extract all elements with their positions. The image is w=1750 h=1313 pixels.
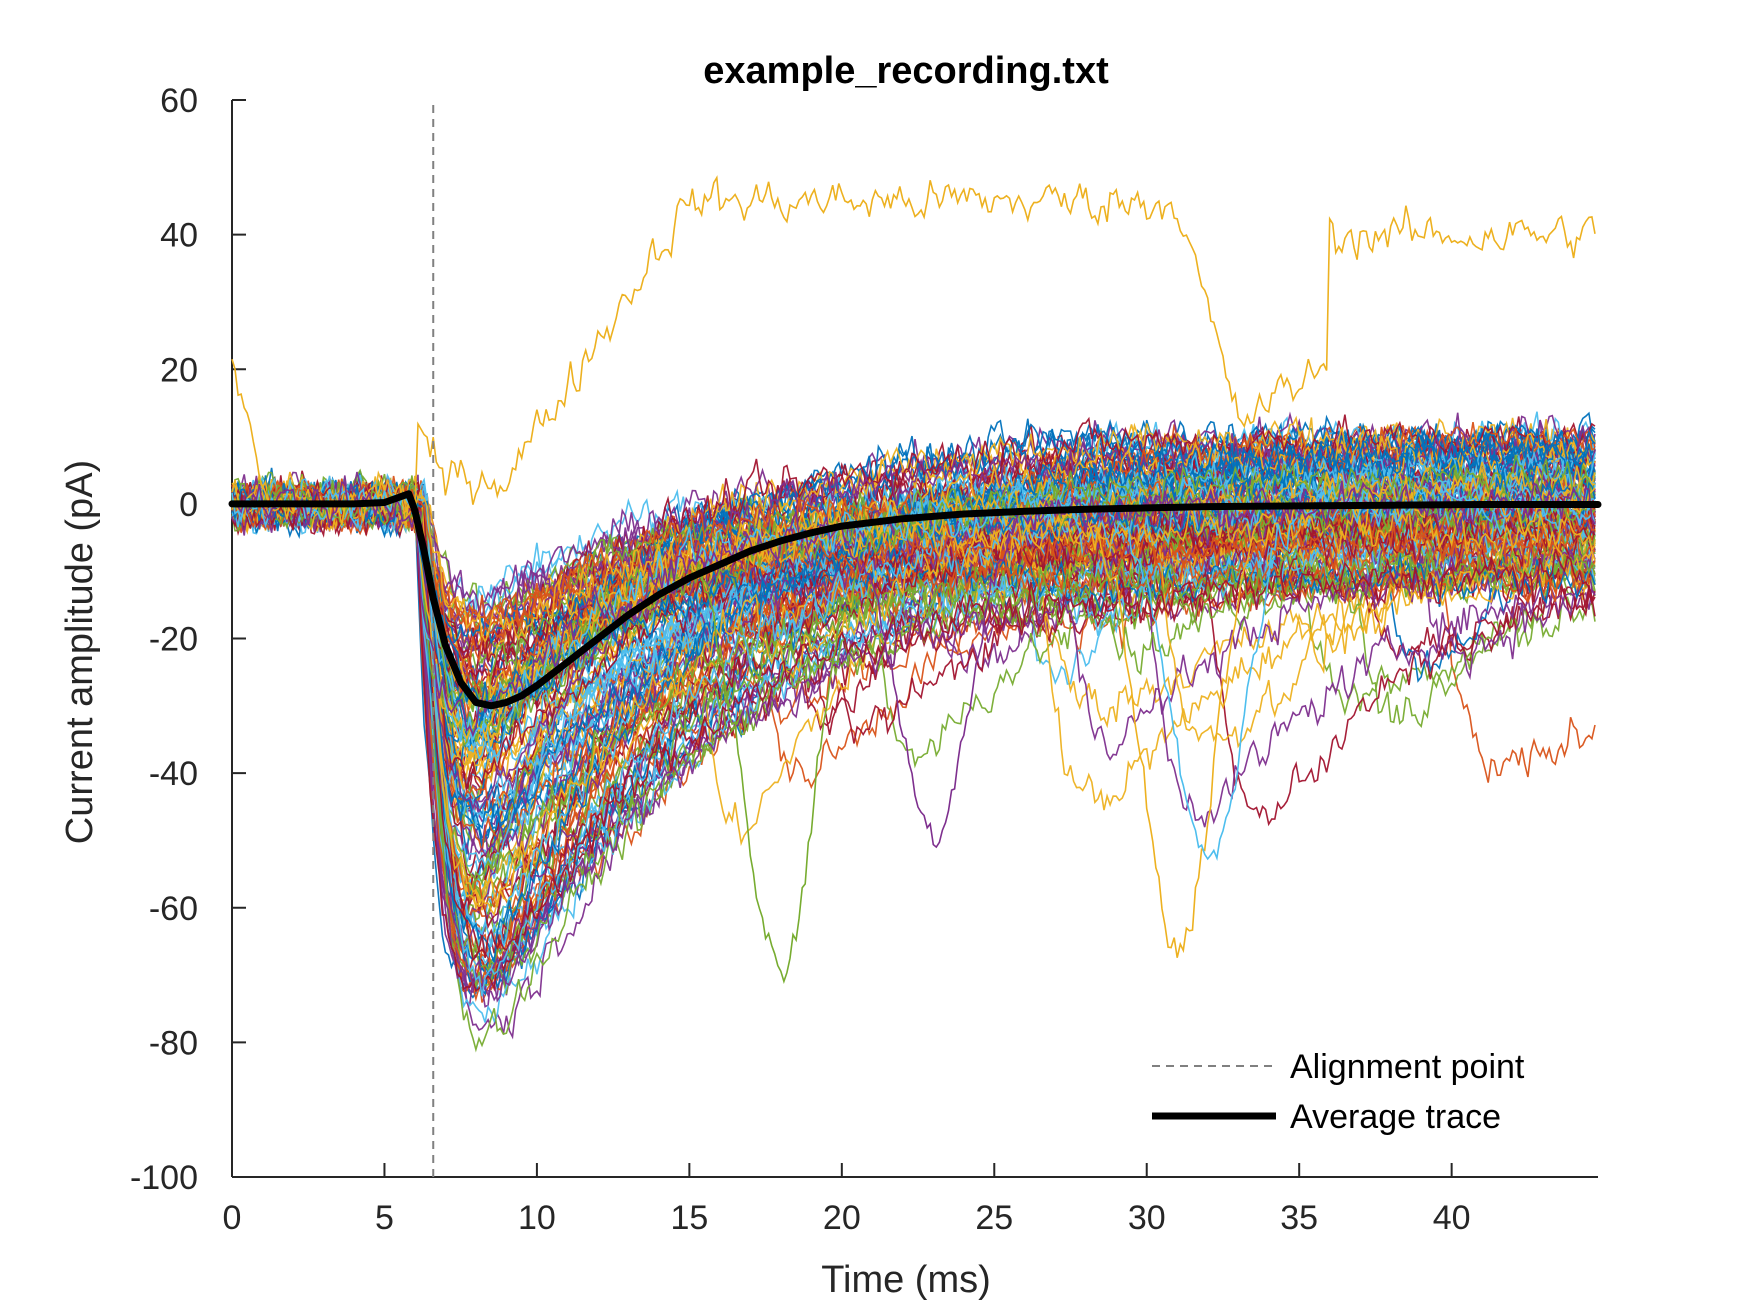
x-tick-label: 0: [223, 1199, 242, 1237]
y-tick-label: -60: [149, 890, 198, 928]
trace-line: [231, 479, 1596, 790]
outlier-trace-line: [231, 484, 1596, 984]
chart-title: example_recording.txt: [703, 50, 1109, 92]
y-axis-title: Current amplitude (pA): [59, 460, 101, 844]
legend-label-average-trace: Average trace: [1290, 1098, 1501, 1136]
trace-line: [231, 427, 1596, 916]
trace-line: [231, 486, 1596, 882]
trace-line: [231, 482, 1596, 632]
trace-line: [231, 472, 1596, 1024]
trace-line: [231, 483, 1596, 992]
x-axis: 0 5 10 15 20 25 30 35 40: [223, 1163, 1598, 1237]
x-tick-label: 5: [375, 1199, 394, 1237]
x-tick-label: 25: [975, 1199, 1013, 1237]
x-tick-label: 10: [518, 1199, 556, 1237]
x-axis-title: Time (ms): [821, 1259, 991, 1301]
average-trace-line: [228, 490, 1602, 710]
trace-line: [231, 489, 1596, 995]
trace-line: [231, 484, 1596, 962]
outlier-trace-line: [231, 480, 1596, 849]
outlier-trace-line: [231, 471, 1596, 958]
legend-label-alignment-point: Alignment point: [1290, 1048, 1525, 1086]
y-tick-label: -40: [149, 755, 198, 793]
trace-line: [231, 471, 1596, 989]
y-tick-label: -100: [130, 1159, 198, 1197]
outlier-trace-line: [231, 175, 1596, 518]
y-tick-label: -20: [149, 621, 198, 659]
trace-line: [231, 461, 1596, 917]
y-tick-label: 40: [160, 217, 198, 255]
trace-line: [231, 417, 1596, 767]
y-tick-label: 20: [160, 351, 198, 389]
trace-line: [231, 479, 1596, 1003]
y-tick-label: 0: [179, 486, 198, 524]
x-tick-label: 20: [823, 1199, 861, 1237]
x-tick-label: 30: [1128, 1199, 1166, 1237]
x-tick-label: 35: [1280, 1199, 1318, 1237]
legend: Alignment point Average trace: [1152, 1048, 1525, 1136]
average-layer: [228, 490, 1602, 710]
x-tick-label: 40: [1433, 1199, 1471, 1237]
y-tick-label: 60: [160, 82, 198, 120]
outlier-trace-line: [231, 480, 1596, 862]
y-axis: -100 -80 -60 -40 -20 0 20 40 60: [130, 82, 246, 1197]
x-tick-label: 15: [670, 1199, 708, 1237]
y-tick-label: -80: [149, 1024, 198, 1062]
